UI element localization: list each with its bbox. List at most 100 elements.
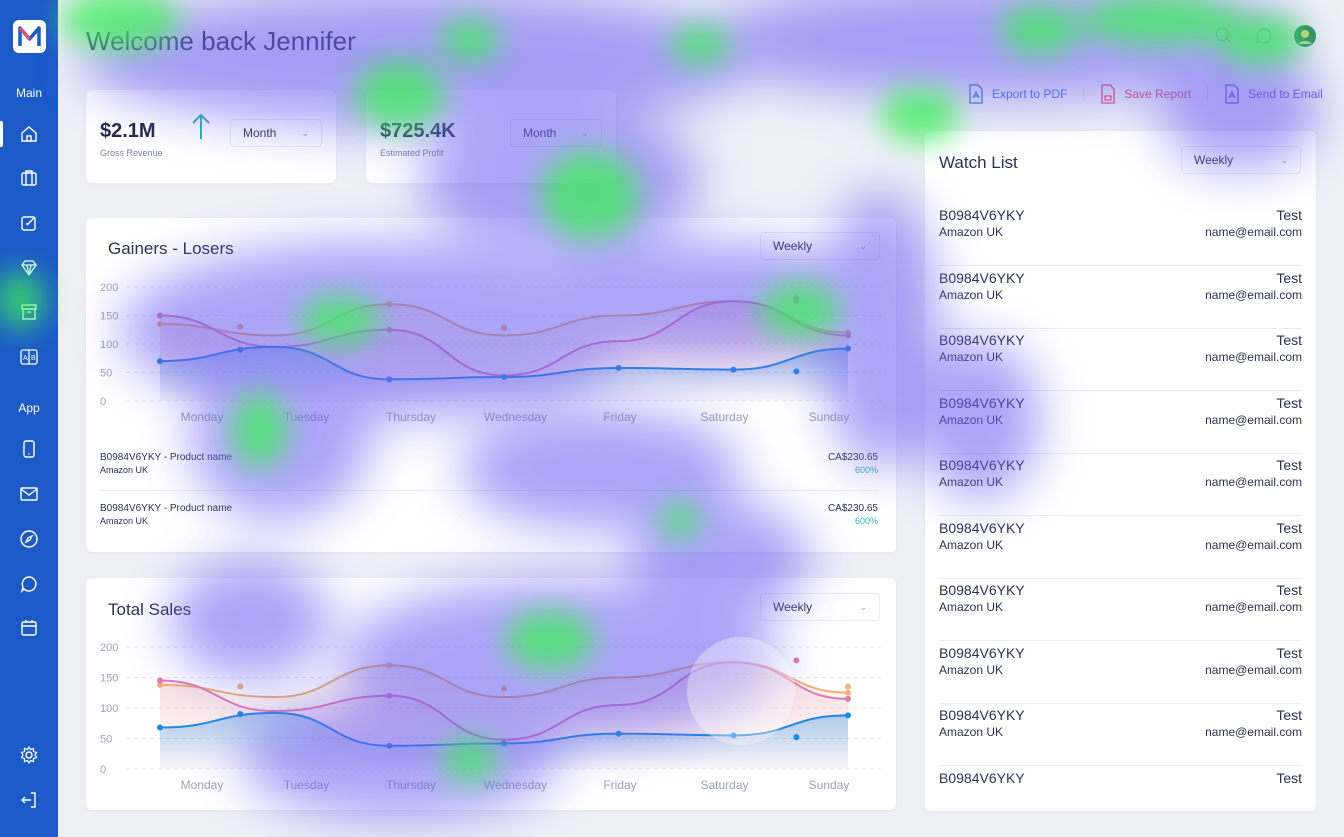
item-market: Amazon UK xyxy=(939,725,1004,739)
x-tick-label: Wednesday xyxy=(484,410,547,424)
calendar-icon[interactable] xyxy=(18,617,40,639)
product-row[interactable]: B0984V6YKY - Product name Amazon UK CA$2… xyxy=(100,497,878,541)
x-tick-label: Friday xyxy=(603,778,636,792)
watch-list-item[interactable]: B0984V6YKY Amazon UK Test name@email.com xyxy=(939,391,1302,454)
item-name: Test xyxy=(1276,207,1302,223)
save-report-button[interactable]: Save Report xyxy=(1100,84,1191,104)
x-tick-label: Wednesday xyxy=(484,778,547,792)
product-row[interactable]: B0984V6YKY - Product name Amazon UK CA$2… xyxy=(100,446,878,491)
watch-list-item[interactable]: B0984V6YKY Amazon UK Test name@email.com xyxy=(939,516,1302,579)
data-point[interactable] xyxy=(386,376,393,383)
y-tick-label: 50 xyxy=(100,734,112,746)
avatar[interactable] xyxy=(1294,25,1316,52)
data-point[interactable] xyxy=(793,734,800,741)
data-point[interactable] xyxy=(237,346,244,353)
item-code: B0984V6YKY xyxy=(939,769,1025,786)
data-point[interactable] xyxy=(237,323,244,330)
data-point[interactable] xyxy=(386,742,393,749)
y-tick-label: 0 xyxy=(100,764,106,776)
data-point[interactable] xyxy=(386,692,393,699)
data-point[interactable] xyxy=(501,685,507,692)
period-select[interactable]: Weekly ⌄ xyxy=(760,232,880,260)
watch-list-item[interactable]: B0984V6YKY Amazon UK Test name@email.com xyxy=(939,328,1302,391)
mail-icon[interactable] xyxy=(18,483,40,505)
kpi-value: $2.1M xyxy=(100,120,156,142)
edit-icon[interactable] xyxy=(18,212,40,234)
chat-icon[interactable] xyxy=(18,573,40,595)
x-tick-label: Thursday xyxy=(386,410,436,424)
item-name: Test xyxy=(1276,332,1302,348)
export-pdf-button[interactable]: Export to PDF xyxy=(968,84,1067,104)
data-point[interactable] xyxy=(501,740,507,747)
data-point[interactable] xyxy=(845,695,851,702)
data-point[interactable] xyxy=(157,321,163,328)
data-point[interactable] xyxy=(615,730,622,737)
chat-icon[interactable] xyxy=(1254,26,1274,51)
data-point[interactable] xyxy=(501,325,507,332)
y-tick-label: 100 xyxy=(100,703,118,715)
data-point[interactable] xyxy=(386,326,393,333)
data-point[interactable] xyxy=(730,366,737,373)
data-point[interactable] xyxy=(237,711,244,718)
data-point[interactable] xyxy=(845,345,851,352)
data-point[interactable] xyxy=(845,689,851,696)
period-select[interactable]: Weekly ⌄ xyxy=(1181,146,1301,174)
data-point[interactable] xyxy=(157,312,163,319)
item-email: name@email.com xyxy=(1205,662,1302,677)
send-email-button[interactable]: Send to Email xyxy=(1224,84,1323,104)
data-point[interactable] xyxy=(501,374,507,381)
settings-icon[interactable] xyxy=(18,744,40,766)
data-point[interactable] xyxy=(157,358,163,365)
item-code: B0984V6YKY xyxy=(939,644,1025,661)
phone-icon[interactable] xyxy=(18,438,40,460)
active-indicator xyxy=(0,121,3,147)
data-point[interactable] xyxy=(845,332,851,339)
watch-list-item[interactable]: B0984V6YKY Amazon UK Test name@email.com xyxy=(939,203,1302,266)
diamond-icon[interactable] xyxy=(18,257,40,279)
data-point[interactable] xyxy=(845,712,851,719)
data-point[interactable] xyxy=(237,683,244,690)
data-point[interactable] xyxy=(730,732,737,739)
period-select[interactable]: Weekly ⌄ xyxy=(760,593,880,621)
watch-list-card: Watch List Weekly ⌄ B0984V6YKY Amazon UK Te… xyxy=(925,131,1316,811)
watch-list-item[interactable]: B0984V6YKY Amazon UK Test name@email.com xyxy=(939,453,1302,516)
data-point[interactable] xyxy=(157,677,163,684)
y-tick-label: 0 xyxy=(100,396,106,408)
data-point[interactable] xyxy=(157,681,163,688)
data-point[interactable] xyxy=(386,301,393,308)
watch-list-item[interactable]: B0984V6YKY Amazon UK Test name@email.com xyxy=(939,266,1302,329)
watch-list-item[interactable]: B0984V6YKY Amazon UK Test name@email.com xyxy=(939,703,1302,766)
period-select[interactable]: Month ⌄ xyxy=(230,119,322,147)
watch-list-item[interactable]: B0984V6YKY Amazon UK Test name@email.com xyxy=(939,578,1302,641)
product-name: B0984V6YKY - Product name xyxy=(100,452,233,463)
x-tick-label: Thursday xyxy=(386,778,436,792)
save-icon xyxy=(1101,84,1116,104)
data-point[interactable] xyxy=(793,368,800,375)
y-tick-label: 200 xyxy=(100,642,118,654)
item-name: Test xyxy=(1276,644,1302,661)
search-icon[interactable] xyxy=(1214,26,1234,51)
send-email-label: Send to Email xyxy=(1248,87,1323,101)
logout-icon[interactable] xyxy=(18,789,40,811)
chevron-down-icon: ⌄ xyxy=(581,127,589,138)
data-point[interactable] xyxy=(793,657,800,664)
home-icon[interactable] xyxy=(18,123,40,145)
product-change: 600% xyxy=(854,465,878,475)
data-point[interactable] xyxy=(157,724,163,731)
chevron-down-icon: ⌄ xyxy=(859,601,867,612)
data-point[interactable] xyxy=(793,298,800,305)
period-select[interactable]: Month ⌄ xyxy=(510,119,602,147)
data-point[interactable] xyxy=(386,662,393,669)
compass-icon[interactable] xyxy=(18,528,40,550)
data-point[interactable] xyxy=(845,683,851,690)
archive-icon[interactable] xyxy=(18,301,40,323)
watch-list-item[interactable]: B0984V6YKY Test xyxy=(939,766,1302,812)
item-market: Amazon UK xyxy=(939,412,1004,427)
kpi-label: Gross Revenue xyxy=(100,148,163,158)
app-logo[interactable] xyxy=(13,20,46,53)
data-point[interactable] xyxy=(615,364,622,371)
watch-list-item[interactable]: B0984V6YKY Amazon UK Test name@email.com xyxy=(939,641,1302,704)
logo-icon xyxy=(18,26,41,46)
briefcase-icon[interactable] xyxy=(18,167,40,189)
